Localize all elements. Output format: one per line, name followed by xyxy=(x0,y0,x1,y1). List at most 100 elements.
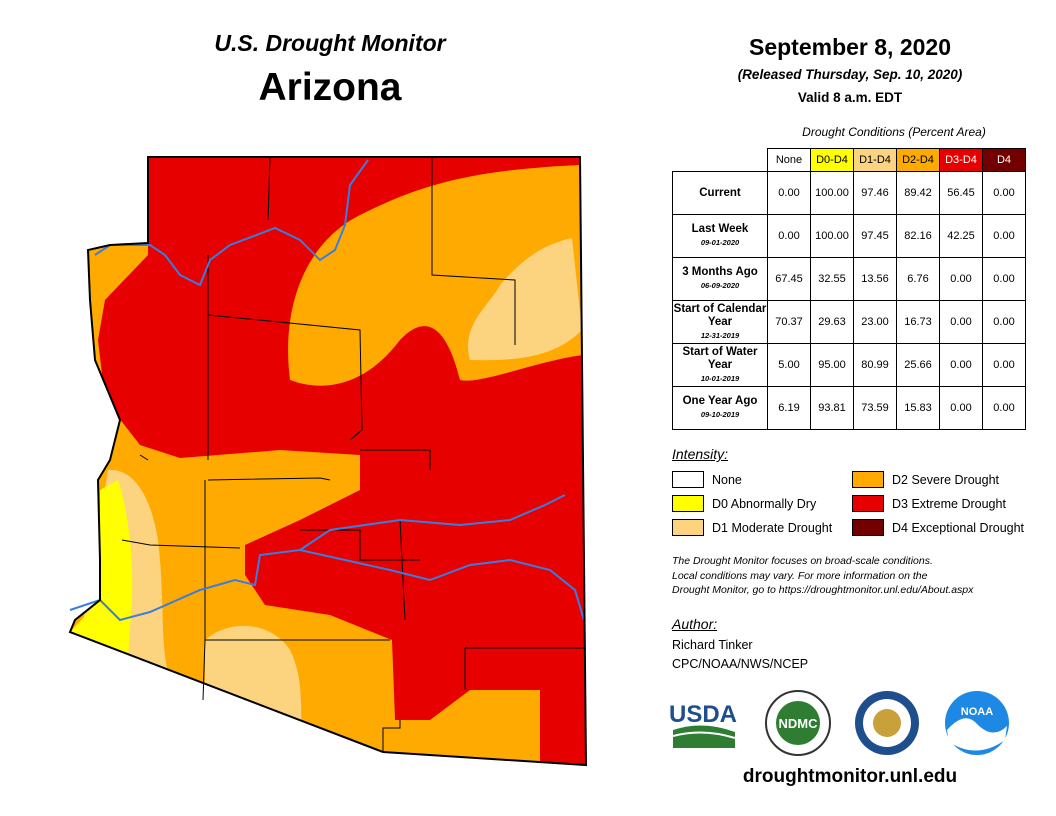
note: The Drought Monitor focuses on broad-sca… xyxy=(672,554,973,598)
author-org: CPC/NOAA/NWS/NCEP xyxy=(672,657,809,671)
legend-label: D1 Moderate Drought xyxy=(712,520,833,535)
row-label: Start of Calendar Year 12-31-2019 xyxy=(672,300,768,344)
state-border xyxy=(68,156,588,767)
row-date: 06-09-2020 xyxy=(700,281,740,290)
table-value: 0.00 xyxy=(982,257,1026,301)
note-line: Drought Monitor, go to https://droughtmo… xyxy=(672,584,974,596)
blank-cell xyxy=(673,149,768,172)
table-row: One Year Ago 09-10-2019 6.19 93.81 73.59 15.8… xyxy=(672,386,1026,430)
table-value: 70.37 xyxy=(767,300,811,344)
row-label: Last Week 09-01-2020 xyxy=(672,214,768,258)
legend-swatch xyxy=(852,519,884,536)
table-value: 0.00 xyxy=(982,214,1026,258)
table-value: 100.00 xyxy=(810,171,854,215)
row-label: One Year Ago 09-10-2019 xyxy=(672,386,768,430)
legend-swatch xyxy=(672,471,704,488)
table-value: 0.00 xyxy=(982,343,1026,387)
row-label-text: Start of Water Year xyxy=(682,345,758,371)
table-value: 0.00 xyxy=(939,343,983,387)
legend-label: None xyxy=(712,472,742,487)
map xyxy=(68,156,588,767)
table-value: 32.55 xyxy=(810,257,854,301)
table-value: 0.00 xyxy=(982,171,1026,215)
row-label-text: Start of Calendar Year xyxy=(673,302,767,328)
table-value: 100.00 xyxy=(810,214,854,258)
legend-label: D0 Abnormally Dry xyxy=(712,496,817,511)
legend-swatch xyxy=(672,519,704,536)
row-label-text: 3 Months Ago xyxy=(682,266,758,278)
table-value: 95.00 xyxy=(810,343,854,387)
legend-item: D2 Severe Drought xyxy=(852,471,999,488)
table-value: 6.19 xyxy=(767,386,811,430)
table-row: Start of Water Year 10-01-2019 5.00 95.00 80… xyxy=(672,343,1026,387)
row-date: 09-01-2020 xyxy=(700,238,740,247)
legend-label: D3 Extreme Drought xyxy=(892,496,1006,511)
table-value: 0.00 xyxy=(767,171,811,215)
table-value: 0.00 xyxy=(982,386,1026,430)
table-caption: Drought Conditions (Percent Area) xyxy=(802,125,986,139)
table-value: 97.45 xyxy=(853,214,897,258)
legend-title: Intensity: xyxy=(672,446,729,462)
table-value: 0.00 xyxy=(939,257,983,301)
row-label-text: Last Week xyxy=(691,223,749,235)
author-heading: Author: xyxy=(672,616,718,632)
row-label: 3 Months Ago 06-09-2020 xyxy=(672,257,768,301)
table-value: 56.45 xyxy=(939,171,983,215)
column-header: D4 xyxy=(982,148,1026,172)
row-label-text: One Year Ago xyxy=(682,395,758,407)
legend-item: D3 Extreme Drought xyxy=(852,495,1006,512)
release-date: (Released Thursday, Sep. 10, 2020) xyxy=(737,67,963,82)
legend-swatch xyxy=(852,471,884,488)
legend-swatch xyxy=(852,495,884,512)
table-value: 97.46 xyxy=(853,171,897,215)
note-line: The Drought Monitor focuses on broad-sca… xyxy=(672,555,933,567)
table-row: 3 Months Ago 06-09-2020 67.45 32.55 13.56 6.7… xyxy=(672,257,1026,301)
legend-item: None xyxy=(672,471,742,488)
legend-item: D0 Abnormally Dry xyxy=(672,495,816,512)
table-value: 67.45 xyxy=(767,257,811,301)
column-header: None xyxy=(767,148,811,172)
map-date: September 8, 2020 xyxy=(748,34,951,60)
conditions-table: None D0-D4 D1-D4 D2-D4 D3-D4 D4 Current 0.00 100… xyxy=(672,148,1026,430)
row-label-text: Current xyxy=(699,186,741,199)
table-value: 73.59 xyxy=(853,386,897,430)
table-value: 13.56 xyxy=(853,257,897,301)
table-value: 89.42 xyxy=(896,171,940,215)
row-label: Current xyxy=(672,171,768,215)
table-value: 80.99 xyxy=(853,343,897,387)
table-value: 0.00 xyxy=(767,214,811,258)
column-header: D3-D4 xyxy=(939,148,983,172)
logo-usda: USDA xyxy=(669,701,737,728)
header-row: None D0-D4 D1-D4 D2-D4 D3-D4 D4 xyxy=(673,148,1026,172)
author-name: Richard Tinker xyxy=(672,638,753,652)
table-value: 5.00 xyxy=(767,343,811,387)
table-value: 0.00 xyxy=(939,300,983,344)
column-header: D2-D4 xyxy=(896,148,940,172)
table-value: 0.00 xyxy=(939,386,983,430)
county-lines xyxy=(121,156,586,752)
table-value: 6.76 xyxy=(896,257,940,301)
table-row: Current 0.00 100.00 97.46 89.42 56.45 0.00 xyxy=(672,171,1026,215)
valid-time: Valid 8 a.m. EDT xyxy=(797,90,903,105)
table-value: 25.66 xyxy=(896,343,940,387)
table-row: Start of Calendar Year 12-31-2019 70.37 29.… xyxy=(672,300,1026,344)
program-title: U.S. Drought Monitor xyxy=(214,30,446,56)
table-row: Last Week 09-01-2020 0.00 100.00 97.45 82.16 4… xyxy=(672,214,1026,258)
table-value: 29.63 xyxy=(810,300,854,344)
legend-item: D4 Exceptional Drought xyxy=(852,519,1024,536)
state-title: Arizona xyxy=(258,66,402,109)
table-value: 0.00 xyxy=(982,300,1026,344)
table-value: 23.00 xyxy=(853,300,897,344)
footer-url: droughtmonitor.unl.edu xyxy=(742,766,958,787)
column-header: D1-D4 xyxy=(853,148,897,172)
table-value: 16.73 xyxy=(896,300,940,344)
table-value: 42.25 xyxy=(939,214,983,258)
table-value: 82.16 xyxy=(896,214,940,258)
table-value: 15.83 xyxy=(896,386,940,430)
note-line: Local conditions may vary. For more info… xyxy=(672,569,928,582)
row-label: Start of Water Year 10-01-2019 xyxy=(672,343,768,387)
row-date: 10-01-2019 xyxy=(700,373,740,383)
legend-swatch xyxy=(672,495,704,512)
rivers xyxy=(69,159,585,622)
